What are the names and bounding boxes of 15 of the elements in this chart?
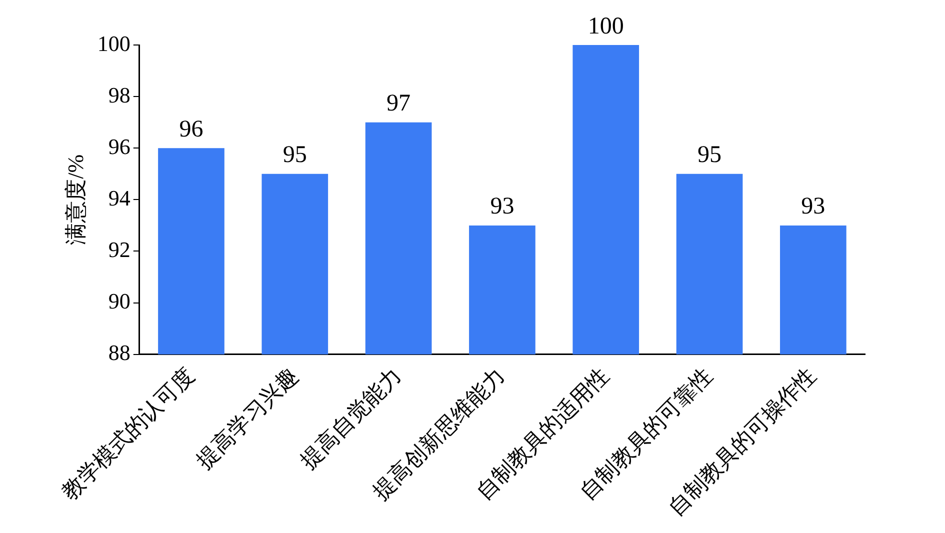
y-tick-label: 90 xyxy=(108,288,130,314)
y-tick-label: 96 xyxy=(108,134,130,159)
data-label: 96 xyxy=(179,116,204,142)
data-label: 95 xyxy=(698,142,722,168)
data-label: 93 xyxy=(801,194,826,220)
data-label: 93 xyxy=(490,194,514,220)
y-tick-label: 100 xyxy=(97,30,130,56)
y-tick-label: 98 xyxy=(108,82,130,108)
y-axis-title: 满意度/% xyxy=(62,154,88,245)
y-tick-label: 88 xyxy=(108,340,130,366)
data-label: 100 xyxy=(588,13,624,40)
y-tick-label: 92 xyxy=(108,237,130,262)
data-label: 97 xyxy=(386,90,411,117)
y-tick-label: 94 xyxy=(108,185,130,210)
data-label: 95 xyxy=(282,142,307,168)
